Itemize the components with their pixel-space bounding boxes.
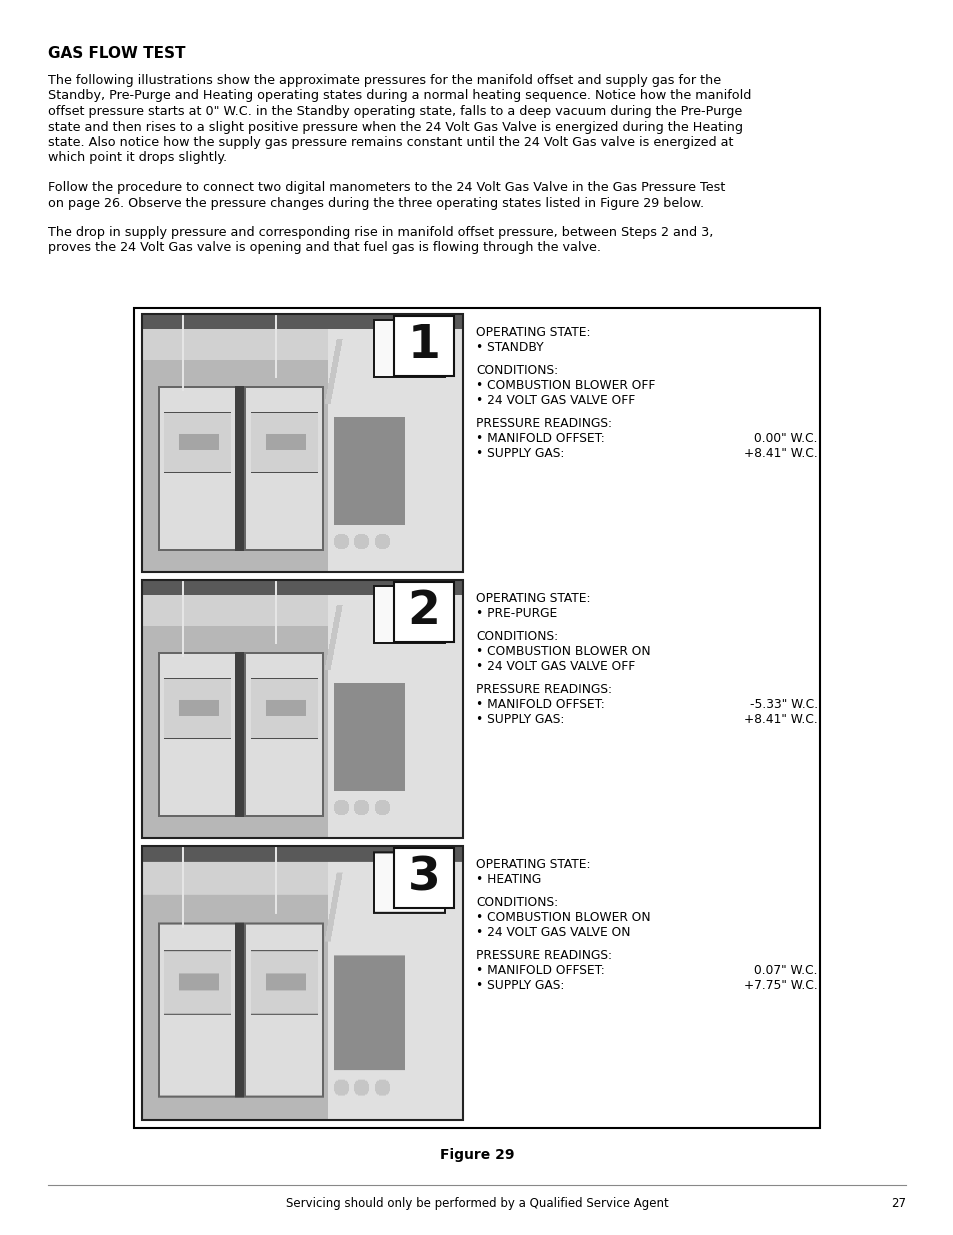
Text: CONDITIONS:: CONDITIONS: xyxy=(476,364,558,377)
Text: Figure 29: Figure 29 xyxy=(439,1149,514,1162)
Text: GAS FLOW TEST: GAS FLOW TEST xyxy=(48,46,185,61)
Bar xyxy=(394,848,454,908)
Text: • MANIFOLD OFFSET:: • MANIFOLD OFFSET: xyxy=(476,965,604,977)
Text: 1: 1 xyxy=(407,324,440,368)
Bar xyxy=(142,580,462,839)
Text: Standby, Pre-Purge and Heating operating states during a normal heating sequence: Standby, Pre-Purge and Heating operating… xyxy=(48,89,751,103)
Text: • SUPPLY GAS:: • SUPPLY GAS: xyxy=(476,713,564,726)
Text: +8.41" W.C.: +8.41" W.C. xyxy=(743,447,817,459)
Text: • COMBUSTION BLOWER ON: • COMBUSTION BLOWER ON xyxy=(476,911,650,924)
Bar xyxy=(142,846,462,1120)
Bar xyxy=(394,582,454,642)
Text: PRESSURE READINGS:: PRESSURE READINGS: xyxy=(476,417,612,430)
Text: -5.33" W.C.: -5.33" W.C. xyxy=(749,698,817,711)
Text: Follow the procedure to connect two digital manometers to the 24 Volt Gas Valve : Follow the procedure to connect two digi… xyxy=(48,182,724,194)
Text: • COMBUSTION BLOWER ON: • COMBUSTION BLOWER ON xyxy=(476,645,650,658)
Text: state. Also notice how the supply gas pressure remains constant until the 24 Vol: state. Also notice how the supply gas pr… xyxy=(48,136,733,149)
Text: OPERATING STATE:: OPERATING STATE: xyxy=(476,592,590,605)
Text: on page 26. Observe the pressure changes during the three operating states liste: on page 26. Observe the pressure changes… xyxy=(48,196,703,210)
Text: +8.41" W.C.: +8.41" W.C. xyxy=(743,713,817,726)
Text: The drop in supply pressure and corresponding rise in manifold offset pressure, : The drop in supply pressure and correspo… xyxy=(48,226,713,240)
Bar xyxy=(394,316,454,375)
Text: proves the 24 Volt Gas valve is opening and that fuel gas is flowing through the: proves the 24 Volt Gas valve is opening … xyxy=(48,242,600,254)
Text: 0.07" W.C.: 0.07" W.C. xyxy=(754,965,817,977)
Text: 0.00" W.C.: 0.00" W.C. xyxy=(754,432,817,445)
Text: which point it drops slightly.: which point it drops slightly. xyxy=(48,152,227,164)
Text: • HEATING: • HEATING xyxy=(476,873,540,885)
Text: +7.75" W.C.: +7.75" W.C. xyxy=(743,979,817,992)
Text: 27: 27 xyxy=(890,1197,905,1210)
Text: OPERATING STATE:: OPERATING STATE: xyxy=(476,326,590,338)
Text: • SUPPLY GAS:: • SUPPLY GAS: xyxy=(476,979,564,992)
Text: The following illustrations show the approximate pressures for the manifold offs: The following illustrations show the app… xyxy=(48,74,720,86)
Text: • MANIFOLD OFFSET:: • MANIFOLD OFFSET: xyxy=(476,432,604,445)
Text: CONDITIONS:: CONDITIONS: xyxy=(476,630,558,643)
Text: CONDITIONS:: CONDITIONS: xyxy=(476,897,558,909)
Bar xyxy=(142,314,462,572)
Bar xyxy=(133,308,820,1128)
Text: • MANIFOLD OFFSET:: • MANIFOLD OFFSET: xyxy=(476,698,604,711)
Text: 3: 3 xyxy=(407,856,440,900)
Text: Servicing should only be performed by a Qualified Service Agent: Servicing should only be performed by a … xyxy=(285,1197,668,1210)
Text: • SUPPLY GAS:: • SUPPLY GAS: xyxy=(476,447,564,459)
Text: • 24 VOLT GAS VALVE OFF: • 24 VOLT GAS VALVE OFF xyxy=(476,659,635,673)
Text: 2: 2 xyxy=(407,589,440,635)
Text: state and then rises to a slight positive pressure when the 24 Volt Gas Valve is: state and then rises to a slight positiv… xyxy=(48,121,742,133)
Text: • STANDBY: • STANDBY xyxy=(476,341,543,354)
Text: • COMBUSTION BLOWER OFF: • COMBUSTION BLOWER OFF xyxy=(476,379,655,391)
Text: • PRE-PURGE: • PRE-PURGE xyxy=(476,606,557,620)
Text: offset pressure starts at 0" W.C. in the Standby operating state, falls to a dee: offset pressure starts at 0" W.C. in the… xyxy=(48,105,741,119)
Text: PRESSURE READINGS:: PRESSURE READINGS: xyxy=(476,683,612,697)
Text: • 24 VOLT GAS VALVE ON: • 24 VOLT GAS VALVE ON xyxy=(476,926,630,939)
Text: PRESSURE READINGS:: PRESSURE READINGS: xyxy=(476,948,612,962)
Text: • 24 VOLT GAS VALVE OFF: • 24 VOLT GAS VALVE OFF xyxy=(476,394,635,408)
Text: OPERATING STATE:: OPERATING STATE: xyxy=(476,858,590,871)
